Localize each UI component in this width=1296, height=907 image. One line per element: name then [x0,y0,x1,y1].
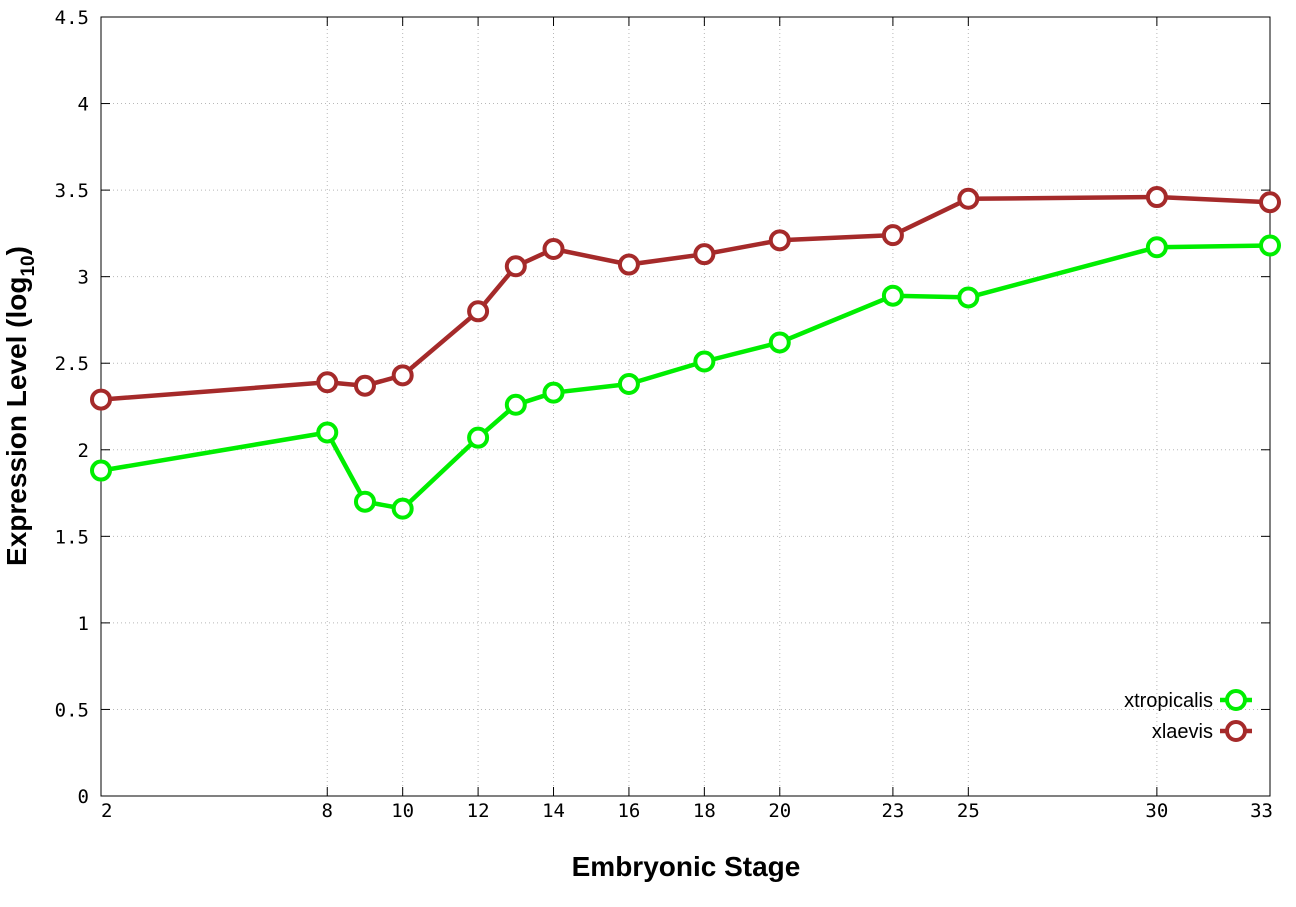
y-axis-title-close: ) [1,246,32,255]
y-tick-label: 0 [78,786,89,808]
data-point [881,284,904,307]
series-xlaevis [90,186,1281,411]
data-point [391,497,414,520]
legend: xtropicalis xlaevis [1124,689,1252,743]
y-tick-label: 2 [78,440,89,462]
x-tick-label: 10 [391,800,414,822]
data-point [1259,191,1281,214]
data-point [768,229,791,252]
y-tick-label: 4.5 [55,7,89,29]
data-point [353,374,376,397]
data-point [617,372,640,395]
data-point [504,255,527,278]
y-tick-label: 3 [78,267,89,289]
data-point [391,364,414,387]
y-tick-label: 1.5 [55,526,89,548]
y-tick-label: 1 [78,613,89,635]
data-point [90,388,112,411]
plot-frame [100,16,1271,797]
y-tick-label: 3.5 [55,180,89,202]
y-tick-label: 2.5 [55,353,89,375]
data-point [504,393,527,416]
series-line-xtropicalis [100,243,1271,511]
x-tick-label: 18 [693,800,716,822]
x-tick-label: 14 [542,800,565,822]
data-point [1145,186,1168,209]
data-point [542,237,565,260]
y-axis-title-subscript: 10 [18,255,39,276]
y-axis-title: Expression Level (log10) [1,246,39,566]
data-point [542,381,565,404]
y-tick-label: 0.5 [55,699,89,721]
data-point [316,371,339,394]
legend-marker-swatch [1225,720,1247,742]
x-axis-title: Embryonic Stage [572,851,801,882]
data-point [617,253,640,276]
legend-marker-swatch [1225,689,1247,711]
grid-lines [101,17,1270,796]
legend-label: xtropicalis [1124,690,1213,712]
x-tick-label: 12 [467,800,490,822]
x-tick-label: 30 [1145,800,1168,822]
data-point [467,426,490,449]
series-lines [90,186,1281,520]
y-axis-title-main: Expression Level (log [1,277,32,566]
data-point [1259,234,1281,257]
data-point [90,459,112,482]
data-point [693,243,716,266]
x-tick-label: 33 [1250,800,1273,822]
series-xtropicalis [90,234,1281,520]
data-point [768,331,791,354]
data-point [467,300,490,323]
x-tick-label: 16 [617,800,640,822]
x-tick-label: 25 [957,800,980,822]
data-point [316,421,339,444]
x-tick-label: 20 [768,800,791,822]
data-point [693,350,716,373]
data-point [881,224,904,247]
data-point [957,286,980,309]
legend-label: xlaevis [1152,721,1213,743]
y-tick-label: 4 [78,94,89,116]
x-tick-label: 8 [322,800,333,822]
x-tick-label: 2 [101,800,112,822]
data-point [957,187,980,210]
data-point [353,490,376,513]
legend-entry-xlaevis: xlaevis [1152,720,1252,743]
x-tick-label: 23 [881,800,904,822]
axis-ticks: 0 0.5 1 1.5 2 2.5 3 3.5 4 4.5 2 8 10 12 14 16 18 20 23 25 30… [55,7,1273,822]
data-point [1145,236,1168,259]
legend-entry-xtropicalis: xtropicalis [1124,689,1252,712]
